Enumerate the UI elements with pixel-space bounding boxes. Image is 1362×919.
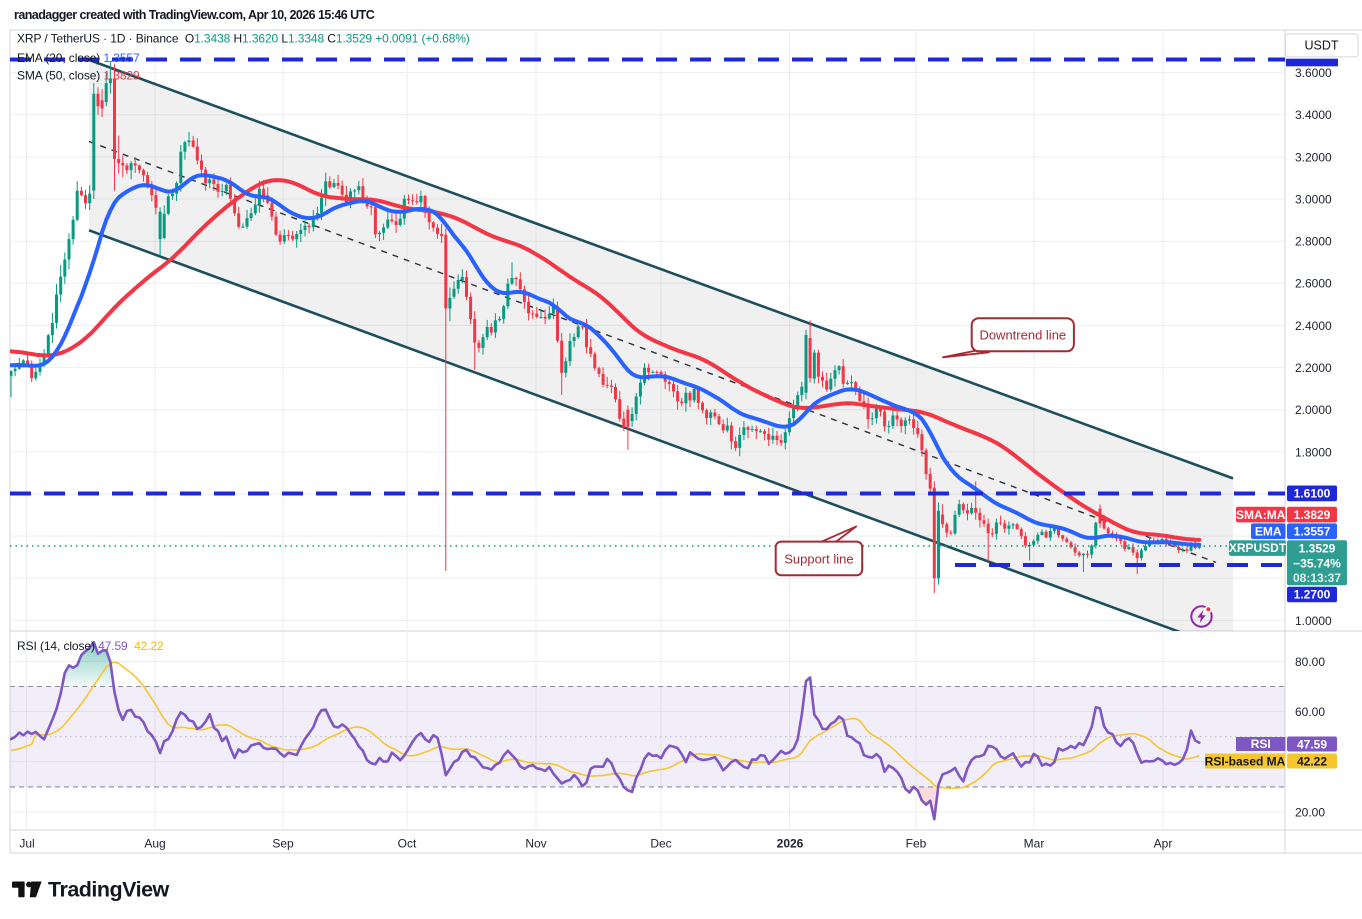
- svg-text:RSI (14, close) 47.59 42.22: RSI (14, close) 47.59 42.22: [17, 639, 164, 653]
- svg-text:SMA:MA: SMA:MA: [1236, 508, 1286, 522]
- svg-text:1.3529: 1.3529: [1299, 541, 1336, 555]
- svg-text:3.6000: 3.6000: [1295, 66, 1332, 80]
- svg-text:Feb: Feb: [906, 837, 927, 851]
- svg-text:42.22: 42.22: [1297, 754, 1327, 768]
- svg-text:Downtrend line: Downtrend line: [979, 328, 1066, 343]
- svg-text:1.2700: 1.2700: [1294, 588, 1331, 602]
- svg-text:RSI-based MA: RSI-based MA: [1205, 754, 1286, 768]
- svg-text:−35.74%: −35.74%: [1293, 556, 1341, 570]
- svg-text:USDT: USDT: [1304, 38, 1338, 52]
- svg-text:1.8000: 1.8000: [1295, 445, 1332, 459]
- svg-text:3.4000: 3.4000: [1295, 108, 1332, 122]
- svg-text:1.0000: 1.0000: [1295, 614, 1332, 628]
- svg-text:TradingView: TradingView: [48, 878, 170, 902]
- svg-text:ranadagger created with Tradin: ranadagger created with TradingView.com,…: [14, 8, 375, 22]
- svg-text:2.6000: 2.6000: [1295, 277, 1332, 291]
- svg-text:2.0000: 2.0000: [1295, 403, 1332, 417]
- svg-text:Nov: Nov: [525, 837, 546, 851]
- svg-text:80.00: 80.00: [1295, 655, 1325, 669]
- svg-text:1.3557: 1.3557: [1294, 524, 1331, 538]
- svg-text:RSI: RSI: [1251, 737, 1271, 751]
- svg-text:XRPUSDT: XRPUSDT: [1229, 541, 1287, 555]
- svg-text:20.00: 20.00: [1295, 805, 1325, 819]
- svg-text:EMA (20, close) 1.3557: EMA (20, close) 1.3557: [17, 51, 140, 65]
- svg-text:3.2000: 3.2000: [1295, 150, 1332, 164]
- svg-text:Sep: Sep: [272, 837, 294, 851]
- svg-text:XRP / TetherUS · 1D · Binance: XRP / TetherUS · 1D · Binance O1.3438 H1…: [17, 32, 470, 46]
- svg-text:08:13:37: 08:13:37: [1293, 571, 1341, 585]
- svg-text:2026: 2026: [777, 837, 804, 851]
- svg-text:47.59: 47.59: [1297, 737, 1327, 751]
- svg-text:1.3829: 1.3829: [1294, 508, 1331, 522]
- svg-text:2.2000: 2.2000: [1295, 361, 1332, 375]
- svg-text:Support line: Support line: [784, 552, 853, 567]
- svg-text:60.00: 60.00: [1295, 705, 1325, 719]
- svg-text:2.4000: 2.4000: [1295, 319, 1332, 333]
- svg-text:Mar: Mar: [1024, 837, 1045, 851]
- svg-text:Apr: Apr: [1154, 837, 1173, 851]
- svg-text:Oct: Oct: [398, 837, 417, 851]
- svg-text:Dec: Dec: [650, 837, 671, 851]
- svg-text:2.8000: 2.8000: [1295, 235, 1332, 249]
- svg-text:3.0000: 3.0000: [1295, 192, 1332, 206]
- svg-text:Jul: Jul: [19, 837, 34, 851]
- svg-text:EMA: EMA: [1255, 524, 1282, 538]
- svg-text:1.6100: 1.6100: [1294, 487, 1331, 501]
- svg-text:SMA (50, close) 1.3829: SMA (50, close) 1.3829: [17, 69, 140, 83]
- svg-text:Aug: Aug: [144, 837, 165, 851]
